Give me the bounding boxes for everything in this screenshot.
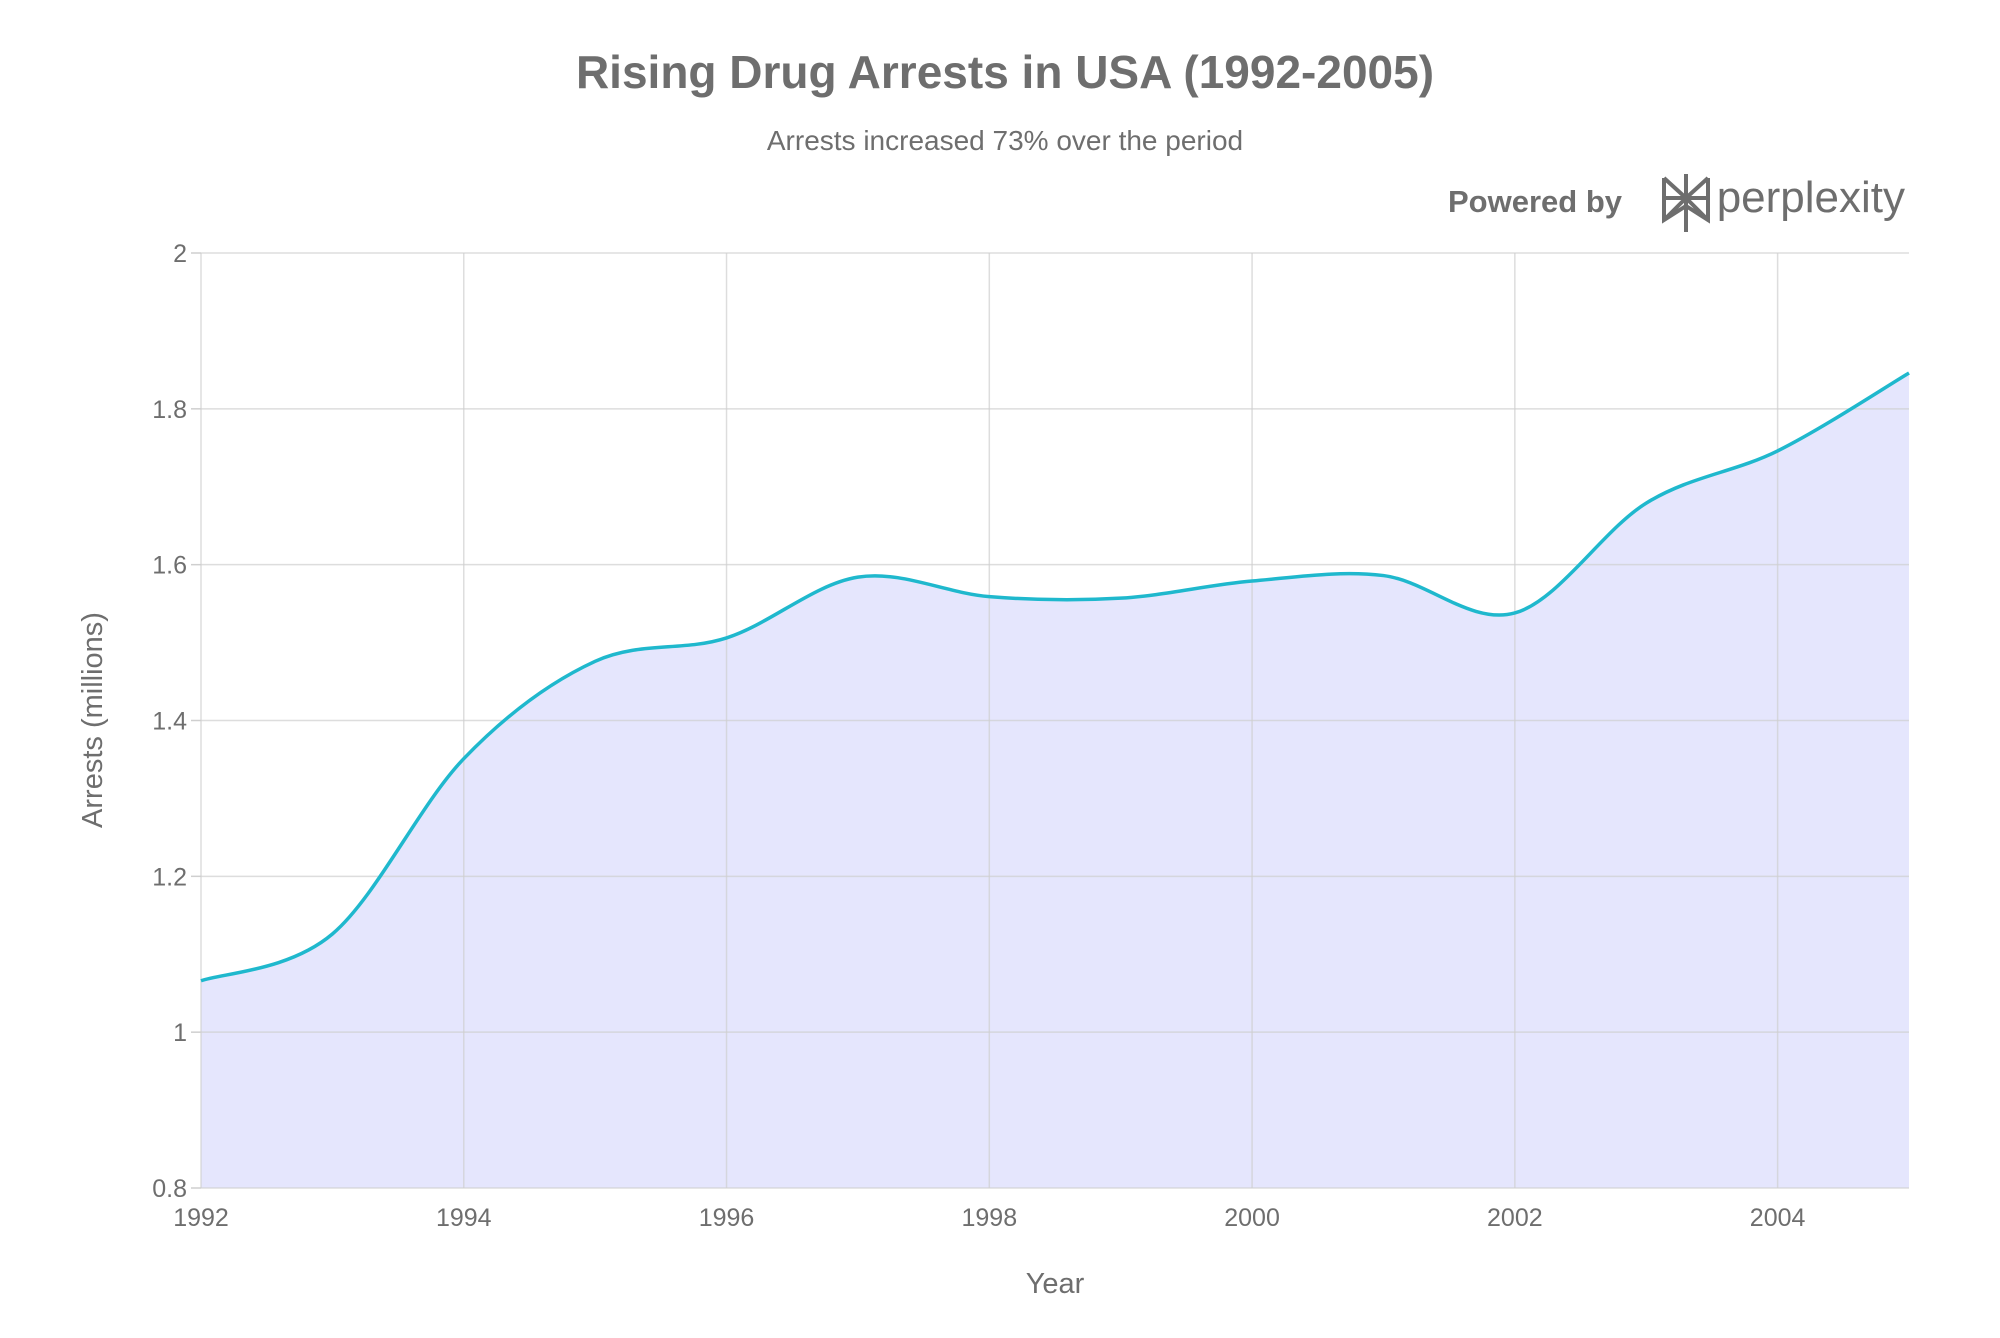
- x-tick-label: 2002: [1487, 1204, 1543, 1232]
- x-tick-label: 1992: [173, 1204, 229, 1232]
- chart-title: Rising Drug Arrests in USA (1992-2005): [576, 46, 1434, 98]
- powered-by-branding: Powered by perplexity: [1448, 173, 1905, 232]
- x-tick-label: 2000: [1224, 1204, 1280, 1232]
- y-tick-label: 2: [173, 240, 187, 268]
- axes: 0.8 1 1.2 1.4 1.6 1.8 2 1992 1994 1996 1998 2000 200…: [152, 240, 1805, 1232]
- powered-by-label: Powered by: [1448, 184, 1623, 219]
- y-axis-label: Arrests (millions): [77, 612, 109, 828]
- y-tick-label: 1.4: [152, 708, 187, 736]
- x-tick-label: 2004: [1750, 1204, 1806, 1232]
- y-tick-label: 1: [173, 1019, 187, 1047]
- chart-subtitle: Arrests increased 73% over the period: [767, 125, 1243, 156]
- y-tick-label: 1.2: [152, 863, 187, 891]
- y-tick-label: 1.6: [152, 552, 187, 580]
- x-tick-label: 1996: [699, 1204, 755, 1232]
- x-axis-label: Year: [1026, 1268, 1085, 1300]
- area-fill: [201, 372, 1909, 1188]
- perplexity-logo-text: perplexity: [1717, 173, 1905, 222]
- x-tick-label: 1994: [436, 1204, 492, 1232]
- series-line: [200, 371, 1910, 983]
- x-tick-label: 1998: [961, 1204, 1017, 1232]
- grid: [200, 252, 1909, 1189]
- perplexity-logo-icon: [1662, 174, 1710, 232]
- y-tick-label: 1.8: [152, 396, 187, 424]
- plot-area: [201, 372, 1909, 1188]
- y-tick-label: 0.8: [152, 1175, 187, 1203]
